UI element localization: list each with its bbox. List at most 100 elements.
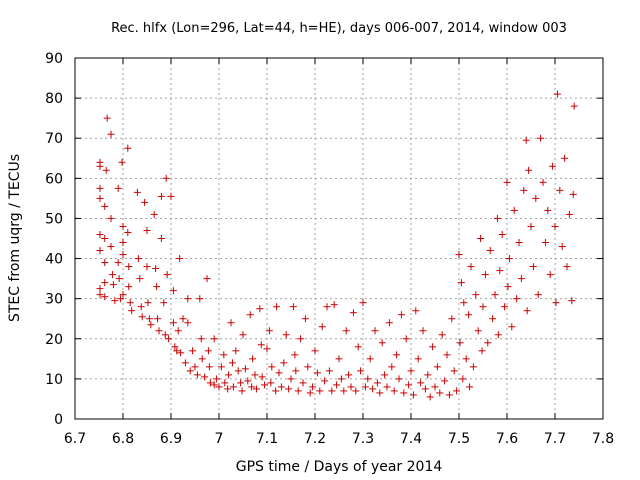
data-point (248, 383, 256, 391)
data-point (144, 299, 152, 307)
data-point (323, 303, 331, 311)
data-point (541, 239, 549, 247)
data-point (443, 351, 451, 359)
data-point (141, 198, 149, 206)
data-point (272, 387, 280, 395)
data-point (523, 307, 531, 315)
data-point (96, 184, 104, 192)
data-point (313, 369, 321, 377)
x-tick-label: 6.8 (112, 431, 134, 447)
data-point (385, 319, 393, 327)
data-point (297, 335, 305, 343)
data-point (328, 387, 336, 395)
data-point (409, 391, 417, 399)
data-point (119, 222, 127, 230)
data-point (503, 178, 511, 186)
data-point (174, 327, 182, 335)
data-point (457, 279, 465, 287)
data-point (196, 295, 204, 303)
data-point (325, 367, 333, 375)
data-point (147, 321, 155, 329)
data-point (213, 375, 221, 383)
data-point (275, 369, 283, 377)
data-point (224, 385, 232, 393)
data-point (438, 331, 446, 339)
data-point (465, 311, 473, 319)
data-point (301, 315, 309, 323)
data-point (193, 371, 201, 379)
data-point (546, 271, 554, 279)
data-point (373, 379, 381, 387)
y-tick-label: 80 (45, 91, 63, 107)
data-point (474, 327, 482, 335)
data-point (239, 331, 247, 339)
data-point (133, 188, 141, 196)
data-point (179, 315, 187, 323)
data-point (210, 381, 218, 389)
data-point (390, 387, 398, 395)
data-point (311, 347, 319, 355)
data-point (414, 355, 422, 363)
data-point (160, 299, 168, 307)
data-point (525, 166, 533, 174)
data-point (383, 383, 391, 391)
data-point (171, 343, 179, 351)
data-point (522, 136, 530, 144)
data-point (565, 210, 573, 218)
data-point (251, 371, 259, 379)
data-point (291, 351, 299, 359)
data-point (352, 387, 360, 395)
data-point (369, 385, 377, 393)
data-point (102, 166, 110, 174)
data-point (157, 192, 165, 200)
x-tick-label: 7.5 (448, 431, 470, 447)
data-point (221, 379, 229, 387)
data-point (496, 267, 504, 275)
data-point (337, 375, 345, 383)
x-tick-label: 7.4 (400, 431, 422, 447)
data-point (493, 214, 501, 222)
data-point (154, 315, 162, 323)
data-point (552, 299, 560, 307)
data-point (340, 387, 348, 395)
data-point (294, 387, 302, 395)
data-point (165, 335, 173, 343)
data-point (114, 184, 122, 192)
data-point (450, 367, 458, 375)
data-point (359, 299, 367, 307)
data-point (345, 371, 353, 379)
data-point (256, 305, 264, 313)
data-point (504, 283, 512, 291)
data-point (456, 339, 464, 347)
x-tick-label: 7.1 (256, 431, 278, 447)
data-point (96, 247, 104, 255)
data-point (257, 341, 265, 349)
data-point (478, 347, 486, 355)
data-point (280, 359, 288, 367)
data-point (198, 355, 206, 363)
data-point (126, 299, 134, 307)
data-point (173, 347, 181, 355)
data-point (441, 377, 449, 385)
data-point (186, 367, 194, 375)
data-point (277, 383, 285, 391)
data-point (107, 243, 115, 251)
data-point (436, 389, 444, 397)
data-point (184, 295, 192, 303)
data-point (393, 351, 401, 359)
data-point (143, 263, 151, 271)
data-point (349, 309, 357, 317)
data-point (252, 385, 260, 393)
data-point (137, 303, 145, 311)
data-point (551, 222, 559, 230)
data-point (515, 239, 523, 247)
x-tick-label: 7.7 (544, 431, 566, 447)
data-point (161, 331, 169, 339)
data-point (558, 243, 566, 251)
data-point (96, 230, 104, 238)
data-point (169, 319, 177, 327)
data-point (229, 383, 237, 391)
data-point (510, 206, 518, 214)
data-point (191, 363, 199, 371)
